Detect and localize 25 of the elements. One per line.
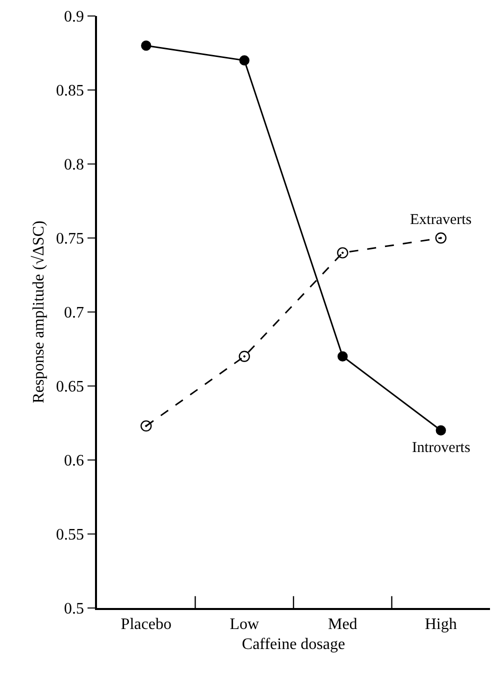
point [338, 351, 348, 362]
point [239, 55, 250, 66]
point [141, 40, 152, 51]
y-tick-label: 0.5 [64, 600, 84, 618]
y-tick-label: 0.55 [56, 526, 84, 544]
x-tick-label: Low [230, 616, 260, 633]
y-tick-label: 0.8 [64, 156, 84, 174]
x-tick-label: High [424, 616, 457, 633]
x-tick-label: Med [328, 616, 358, 633]
point [436, 425, 446, 436]
y-tick-label: 0.85 [56, 82, 84, 100]
series-label: Introverts [412, 440, 470, 456]
point [337, 247, 348, 258]
series-label: Extraverts [410, 212, 472, 228]
point [238, 350, 250, 362]
y-tick-label: 0.75 [56, 230, 84, 248]
point [435, 232, 446, 244]
y-tick-label: 0.6 [64, 452, 84, 470]
y-tick-label: 0.65 [56, 378, 84, 396]
y-axis-title: Response amplitude (√ΔSC) [30, 220, 48, 404]
y-tick-label: 0.9 [64, 8, 84, 26]
y-tick-label: 0.7 [64, 304, 84, 322]
x-axis-title: Caffeine dosage [242, 636, 346, 654]
x-tick-label: Placebo [120, 616, 172, 633]
point [140, 420, 152, 432]
